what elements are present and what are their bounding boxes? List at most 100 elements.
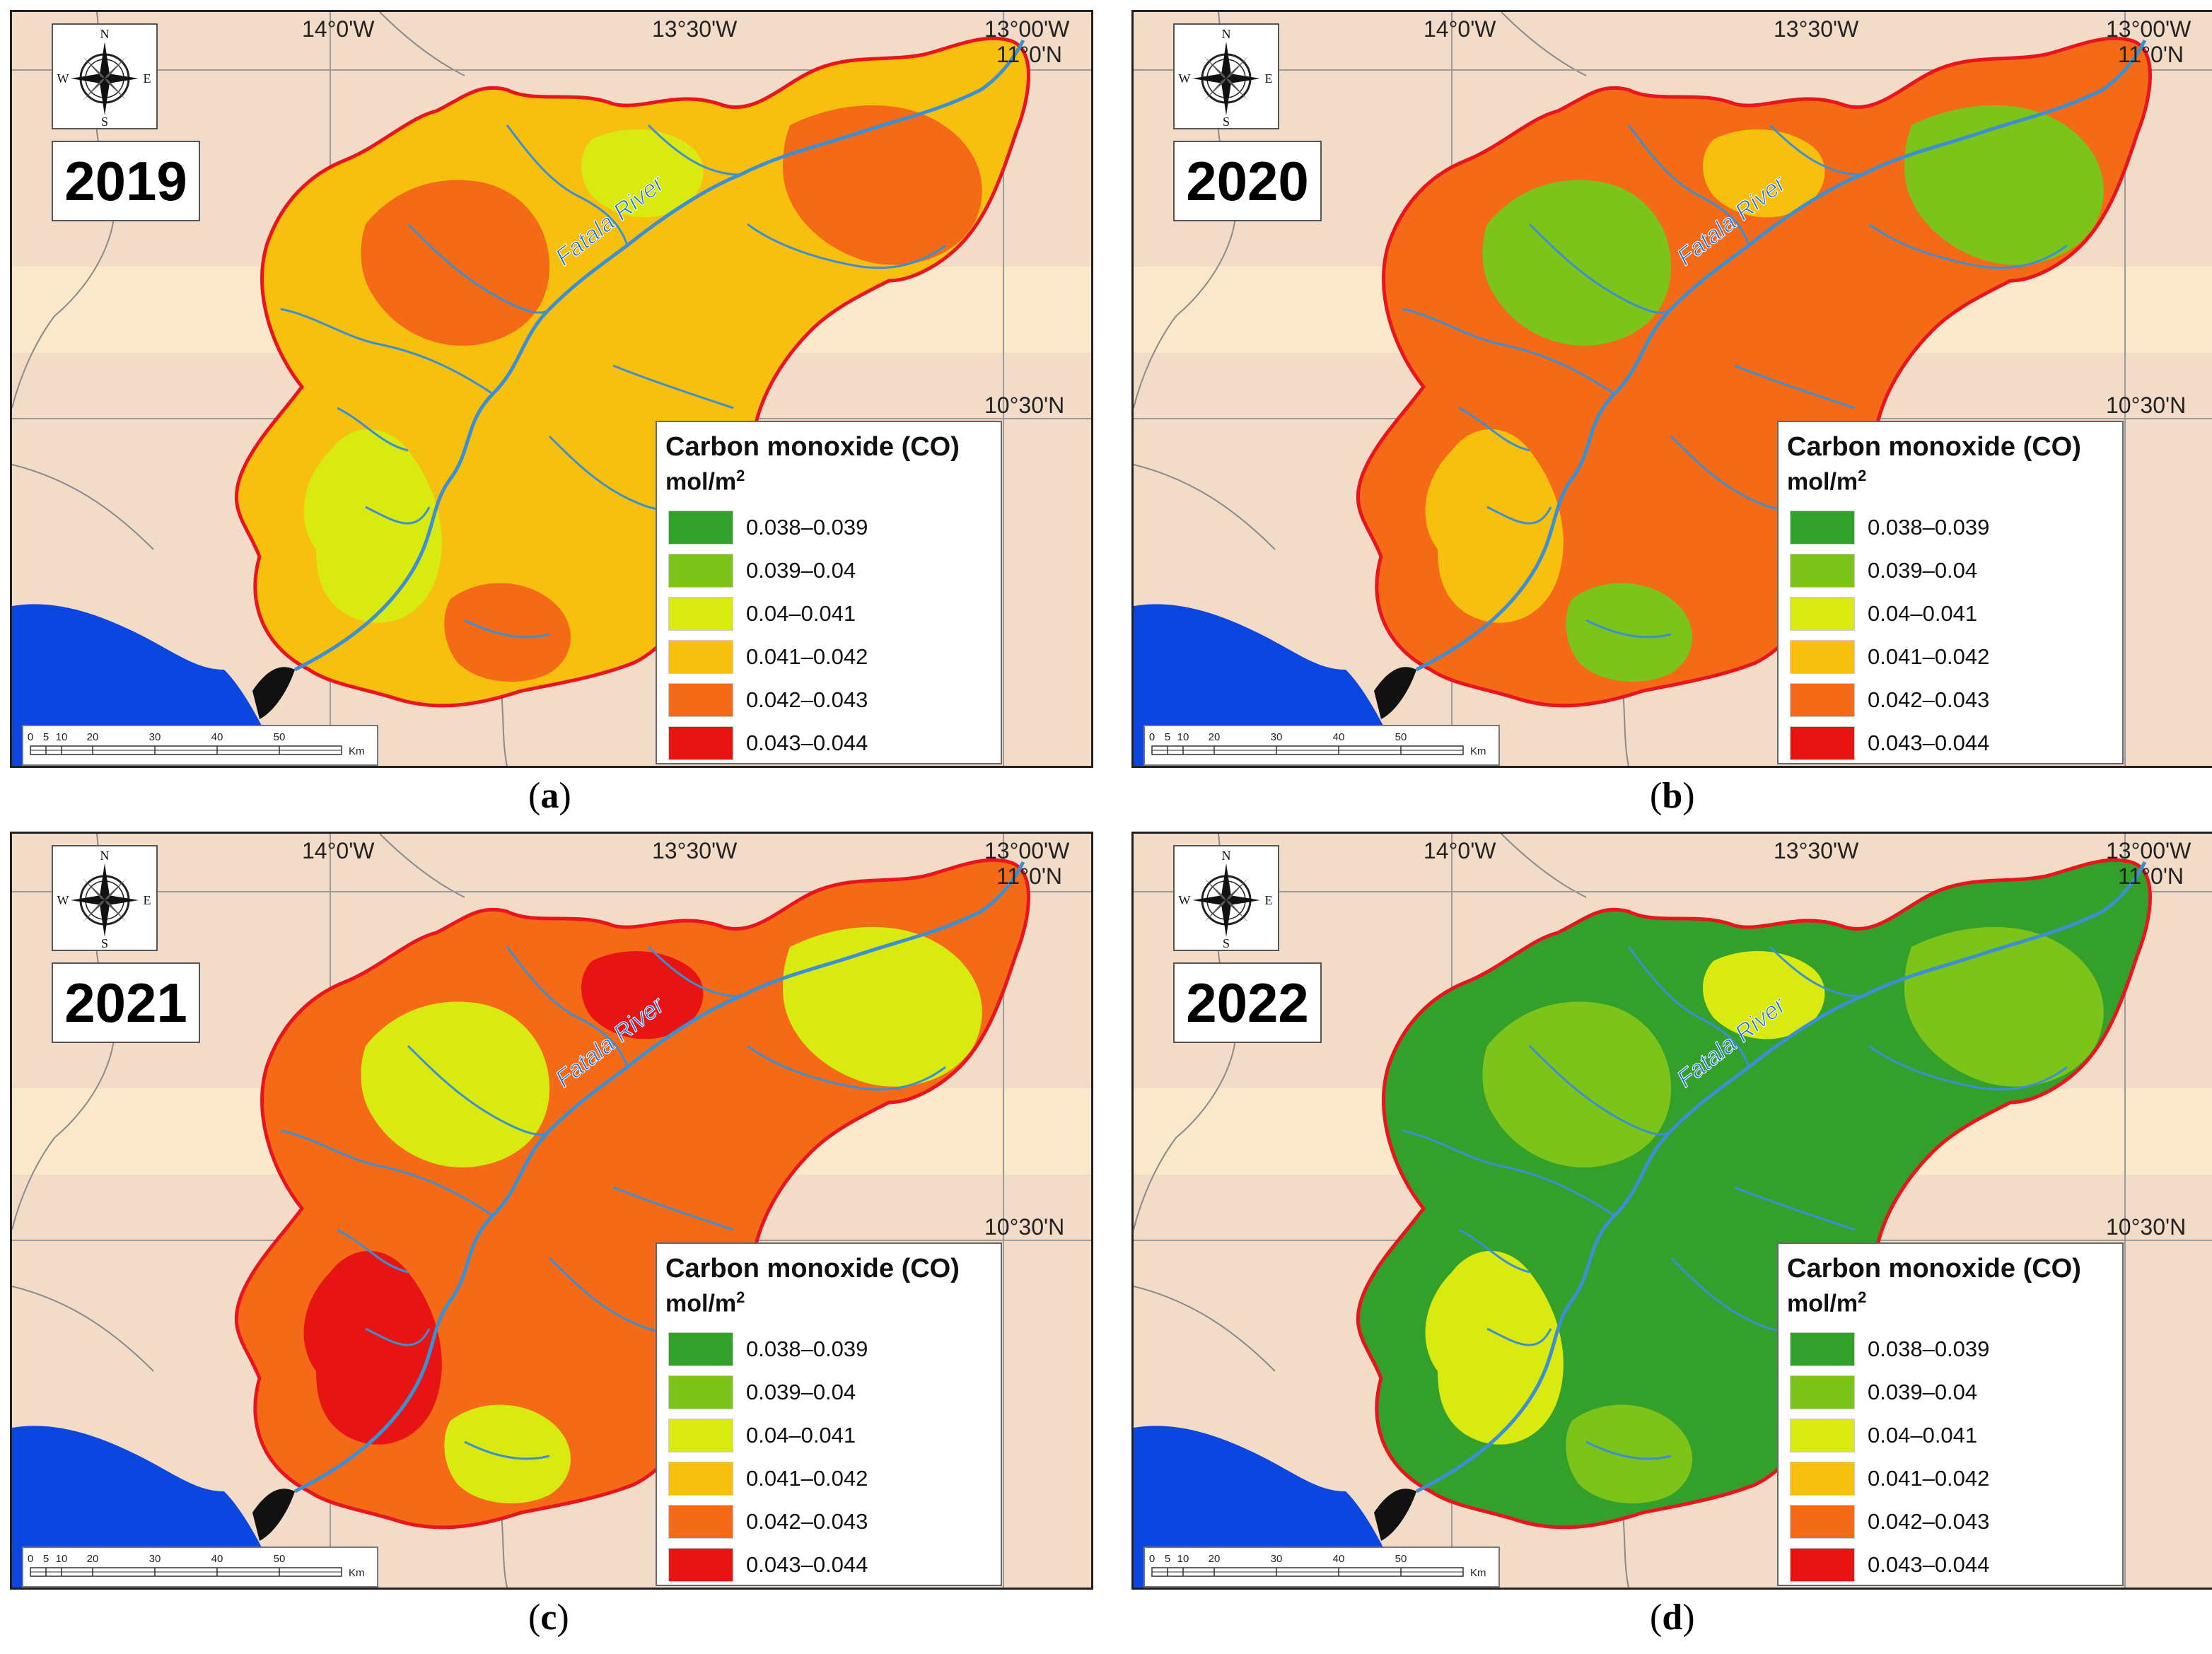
legend-swatch	[668, 726, 733, 760]
legend-swatch	[1790, 553, 1855, 588]
legend-item: 0.042–0.043	[1787, 678, 2114, 721]
tributary	[365, 506, 431, 525]
map-canvas: Fatala River	[1134, 12, 2212, 766]
lon-label-mid: 13°30'W	[1774, 16, 1859, 42]
svg-text:E: E	[1265, 71, 1273, 86]
scale-tick-label: 5	[1165, 1553, 1170, 1565]
main-river	[1415, 861, 2147, 1493]
compass: N S W E	[1173, 845, 1279, 951]
legend-swatch	[1790, 1504, 1855, 1539]
scale-tick-label: 50	[1395, 731, 1407, 743]
class-patch	[1482, 180, 1671, 346]
legend-label: 0.039–0.04	[746, 1379, 856, 1404]
lat-label-south: 10°30'N	[984, 1214, 1065, 1240]
compass-rose-icon: N S W E	[57, 849, 151, 950]
legend-label: 0.041–0.042	[1868, 1465, 1990, 1491]
tributary	[1868, 223, 2068, 269]
legend-label: 0.04–0.041	[1868, 600, 1978, 626]
lon-label-east: 13°00'W	[984, 838, 1070, 863]
legend-item: 0.043–0.044	[665, 1543, 992, 1586]
scale-tick-label: 40	[1333, 1553, 1345, 1565]
scale-bar-graphic: 0 5 10 20 30 40 50 Km	[1149, 731, 1486, 757]
legend-label: 0.042–0.043	[1868, 687, 1990, 712]
lat-label-south: 10°30'N	[2106, 392, 2187, 418]
legend-rows: 0.038–0.039 0.039–0.04 0.04–0.041 0.041–0.0…	[665, 506, 992, 764]
scale-tick-label: 50	[274, 1553, 286, 1565]
map-panel-2022: Fatala River 14°0'W 13°30'W 13°00'W 11°0…	[1131, 832, 2212, 1638]
legend-item: 0.042–0.043	[1787, 1500, 2114, 1543]
legend-item: 0.038–0.039	[665, 1327, 992, 1370]
lon-label-east: 13°00'W	[2106, 16, 2191, 42]
tributary	[1486, 1327, 1552, 1346]
compass-rose-icon: N S W E	[57, 27, 151, 129]
legend-label: 0.043–0.044	[1868, 1551, 1990, 1577]
legend: Carbon monoxide (CO) mol/m2 0.038–0.039 0…	[1777, 421, 2124, 764]
legend: Carbon monoxide (CO) mol/m2 0.038–0.039 0…	[656, 421, 1002, 764]
scale-tick-label: 0	[1149, 1553, 1155, 1565]
class-patch	[444, 1404, 571, 1503]
legend-item: 0.04–0.041	[1787, 1414, 2114, 1457]
lon-label-east: 13°00'W	[984, 16, 1070, 42]
legend-label: 0.039–0.04	[746, 557, 856, 583]
legend-unit: mol/m2	[665, 467, 745, 496]
legend-label: 0.04–0.041	[1868, 1422, 1978, 1448]
tributary	[1769, 124, 1863, 176]
tributary	[1528, 223, 1672, 314]
lon-label-west: 14°0'W	[302, 838, 375, 863]
svg-text:E: E	[144, 71, 151, 86]
scale-tick-label: 40	[211, 1553, 223, 1565]
tributary	[747, 1044, 946, 1091]
svg-text:S: S	[101, 936, 108, 950]
legend-label: 0.038–0.039	[746, 514, 868, 540]
year-label: 2021	[52, 962, 200, 1043]
class-patch	[783, 926, 982, 1087]
legend-rows: 0.038–0.039 0.039–0.04 0.04–0.041 0.041–0.0…	[1787, 506, 2114, 764]
svg-text:N: N	[100, 27, 110, 41]
svg-text:W: W	[1179, 893, 1191, 907]
svg-text:E: E	[144, 893, 151, 907]
legend-item: 0.041–0.042	[665, 1457, 992, 1500]
tributary	[747, 223, 946, 269]
tributary	[1585, 1440, 1672, 1460]
legend-item: 0.041–0.042	[665, 635, 992, 678]
tributary	[647, 945, 741, 998]
lat-label-south: 10°30'N	[984, 392, 1065, 418]
svg-text:S: S	[1223, 115, 1230, 128]
legend-swatch	[1790, 682, 1855, 717]
class-patch	[1904, 926, 2104, 1087]
legend-label: 0.042–0.043	[746, 687, 868, 712]
legend-label: 0.038–0.039	[1868, 1336, 1990, 1361]
legend-title: Carbon monoxide (CO)	[665, 432, 960, 462]
tributary	[407, 223, 551, 314]
estuary	[1374, 667, 1416, 719]
lon-label-west: 14°0'W	[1424, 838, 1496, 863]
legend-item: 0.038–0.039	[1787, 506, 2114, 549]
legend-label: 0.041–0.042	[746, 1465, 868, 1491]
scale-tick-label: 10	[56, 731, 68, 743]
scale-tick-label: 30	[1271, 1553, 1283, 1565]
legend-swatch	[1790, 639, 1855, 674]
legend-item: 0.039–0.04	[1787, 549, 2114, 592]
legend-label: 0.04–0.041	[746, 600, 856, 626]
scale-tick-label: 40	[211, 731, 223, 743]
main-river	[293, 861, 1025, 1493]
legend-swatch	[668, 1418, 733, 1452]
legend-item: 0.038–0.039	[665, 506, 992, 549]
lon-label-west: 14°0'W	[1424, 16, 1496, 42]
svg-text:S: S	[101, 115, 108, 128]
scale-tick-label: 40	[1333, 731, 1345, 743]
map-frame: Fatala River 14°0'W 13°30'W 13°00'W 11°0…	[1131, 832, 2212, 1590]
scale-tick-label: 10	[56, 1553, 68, 1565]
compass-rose-icon: N S W E	[1179, 849, 1273, 950]
legend-label: 0.041–0.042	[1868, 643, 1990, 669]
svg-text:E: E	[1265, 893, 1273, 907]
class-patch	[361, 180, 549, 346]
class-patch	[1482, 1001, 1671, 1167]
class-patch	[783, 105, 982, 265]
map-frame: Fatala River 14°0'W 13°30'W 13°00'W 11°0…	[10, 832, 1093, 1590]
country-border	[1134, 464, 1276, 550]
lon-label-west: 14°0'W	[302, 16, 375, 42]
tributary	[1402, 308, 1615, 395]
map-frame: Fatala River 14°0'W 13°30'W 13°00'W 11°0…	[1131, 10, 2212, 768]
tributary	[1868, 1044, 2068, 1091]
